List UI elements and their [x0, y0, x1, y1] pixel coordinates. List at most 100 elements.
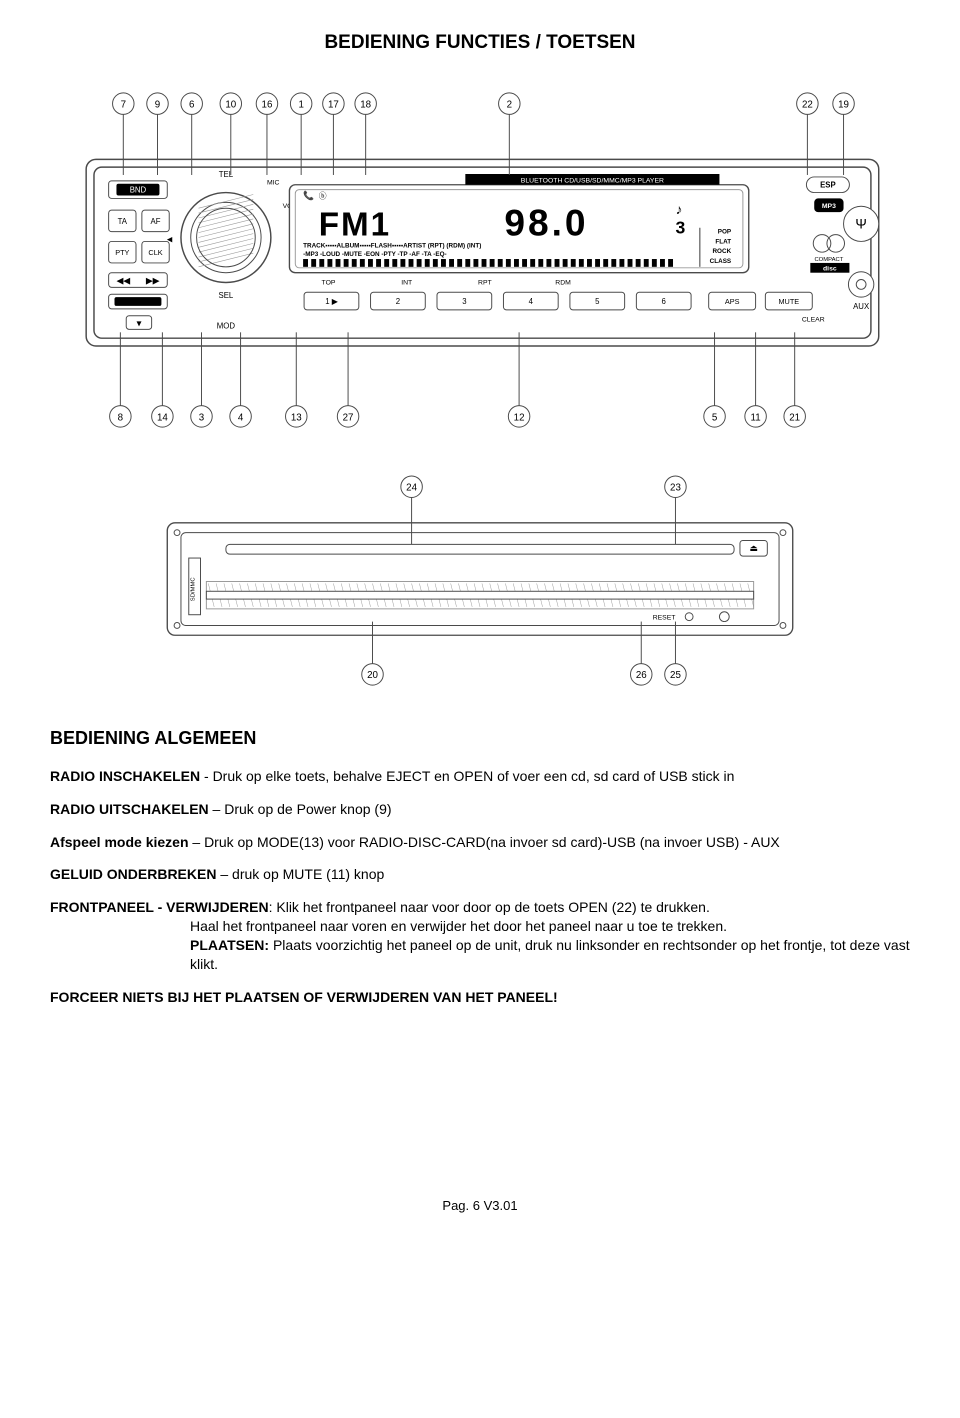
mute-line: GELUID ONDERBREKEN – druk op MUTE (11) k… — [50, 865, 910, 884]
diagram-rear: SD/MMC ⏏ RESET 24 23 20 26 25 — [50, 469, 910, 694]
svg-text:⏏: ⏏ — [749, 543, 757, 553]
svg-text:BLUETOOTH CD/USB/SD/MMC/MP3 P: BLUETOOTH CD/USB/SD/MMC/MP3 PLAYER — [521, 177, 664, 184]
svg-text:◀◀: ◀◀ — [117, 275, 131, 285]
svg-text:3: 3 — [462, 297, 466, 306]
svg-text:📞: 📞 — [303, 189, 314, 200]
svg-text:PTY: PTY — [115, 248, 129, 257]
svg-text:16: 16 — [262, 99, 273, 110]
radio-on-line: RADIO INSCHAKELEN - Druk op elke toets, … — [50, 767, 910, 786]
svg-text:RDM: RDM — [555, 279, 571, 286]
mode-label: Afspeel mode kiezen — [50, 834, 189, 850]
svg-text:3: 3 — [675, 217, 685, 237]
mode-text: – Druk op MODE(13) voor RADIO-DISC-CARD(… — [189, 834, 780, 850]
svg-text:4: 4 — [529, 297, 534, 306]
svg-text:SD/MMC: SD/MMC — [191, 576, 197, 601]
svg-text:▾: ▾ — [136, 318, 141, 329]
svg-text:11: 11 — [751, 412, 761, 423]
mode-line: Afspeel mode kiezen – Druk op MODE(13) v… — [50, 833, 910, 852]
svg-text:1: 1 — [298, 99, 303, 110]
svg-text:◀: ◀ — [167, 236, 173, 243]
fp-remove-text: : Klik het frontpaneel naar voor door op… — [269, 899, 710, 915]
svg-text:10: 10 — [225, 99, 236, 110]
diagram-front: BNDTAAFPTYCLK◀◀▶▶▾TELMIC◀SELVOLMODBLUETO… — [50, 84, 910, 436]
radio-on-label: RADIO INSCHAKELEN — [50, 768, 200, 784]
svg-text:TRACK▪▪▪▪▪ALBUM▪▪▪▪▪FLASH▪▪▪▪▪: TRACK▪▪▪▪▪ALBUM▪▪▪▪▪FLASH▪▪▪▪▪ARTIST (RP… — [303, 242, 481, 249]
svg-text:21: 21 — [789, 412, 800, 423]
svg-text:6: 6 — [662, 297, 666, 306]
svg-text:8: 8 — [118, 412, 123, 423]
fp-plaatsen-text: Plaats voorzichtig het paneel op de unit… — [190, 937, 910, 972]
svg-text:7: 7 — [121, 99, 126, 110]
svg-text:27: 27 — [343, 412, 354, 423]
rear-panel-diagram: SD/MMC ⏏ RESET 24 23 20 26 25 — [50, 469, 910, 699]
svg-text:24: 24 — [406, 482, 417, 493]
svg-text:AF: AF — [151, 216, 161, 225]
svg-text:12: 12 — [514, 412, 525, 423]
svg-text:disc: disc — [823, 265, 837, 272]
radio-on-text: - Druk op elke toets, behalve EJECT en O… — [200, 768, 734, 784]
svg-text:23: 23 — [670, 482, 681, 493]
page-title: BEDIENING FUNCTIES / TOETSEN — [50, 30, 910, 56]
svg-text:Ψ: Ψ — [855, 216, 866, 231]
svg-text:22: 22 — [802, 99, 813, 110]
svg-text:13: 13 — [291, 412, 302, 423]
fp-plaatsen-label: PLAATSEN: — [190, 937, 269, 953]
fp-plaatsen: PLAATSEN: Plaats voorzichtig het paneel … — [50, 936, 910, 974]
svg-text:MP3: MP3 — [822, 203, 836, 210]
svg-text:CLK: CLK — [148, 248, 162, 257]
svg-text:4: 4 — [238, 412, 244, 423]
svg-text:18: 18 — [360, 99, 371, 110]
svg-text:3: 3 — [199, 412, 204, 423]
svg-text:RPT: RPT — [478, 279, 492, 286]
forceer-warning: FORCEER NIETS BIJ HET PLAATSEN OF VERWIJ… — [50, 988, 910, 1007]
forceer-text: FORCEER NIETS BIJ HET PLAATSEN OF VERWIJ… — [50, 989, 558, 1005]
radio-off-text: – Druk op de Power knop (9) — [209, 801, 392, 817]
svg-text:MIC: MIC — [267, 179, 280, 186]
svg-text:MOD: MOD — [217, 321, 236, 330]
svg-text:MUTE: MUTE — [778, 297, 799, 306]
svg-text:5: 5 — [712, 412, 718, 423]
svg-text:APS: APS — [725, 297, 740, 306]
fp-line2: Haal het frontpaneel naar voren en verwi… — [50, 917, 910, 936]
svg-text:CLASS: CLASS — [710, 258, 732, 265]
svg-text:2: 2 — [507, 99, 512, 110]
front-panel-diagram: BNDTAAFPTYCLK◀◀▶▶▾TELMIC◀SELVOLMODBLUETO… — [50, 84, 910, 441]
frontpanel-group: FRONTPANEEL - VERWIJDEREN: Klik het fron… — [50, 898, 910, 974]
svg-text:9: 9 — [155, 99, 160, 110]
svg-text:TA: TA — [118, 216, 128, 225]
svg-text:20: 20 — [367, 670, 378, 681]
svg-text:26: 26 — [636, 670, 647, 681]
svg-text:ESP: ESP — [820, 180, 836, 189]
svg-text:-MP3 -LOUD -MUTE -EON -PTY -TP: -MP3 -LOUD -MUTE -EON -PTY -TP -AF -TA -… — [303, 251, 447, 258]
section-heading: BEDIENING ALGEMEEN — [50, 726, 910, 750]
svg-text:1 ▶: 1 ▶ — [325, 297, 339, 306]
svg-text:SEL: SEL — [219, 291, 234, 300]
svg-text:▶▶: ▶▶ — [146, 275, 160, 285]
svg-text:TEL: TEL — [219, 170, 234, 179]
svg-text:TOP: TOP — [322, 279, 336, 286]
svg-text:25: 25 — [670, 670, 681, 681]
radio-off-label: RADIO UITSCHAKELEN — [50, 801, 209, 817]
svg-text:5: 5 — [595, 297, 600, 306]
svg-text:POP: POP — [718, 228, 732, 235]
svg-text:98.0: 98.0 — [504, 201, 588, 243]
page-footer: Pag. 6 V3.01 — [50, 1197, 910, 1215]
svg-text:CLEAR: CLEAR — [802, 316, 825, 323]
fp-line1: FRONTPANEEL - VERWIJDEREN: Klik het fron… — [50, 898, 910, 917]
mute-text: – druk op MUTE (11) knop — [216, 866, 384, 882]
svg-text:INT: INT — [401, 279, 413, 286]
svg-text:♪: ♪ — [675, 202, 682, 217]
svg-text:COMPACT: COMPACT — [814, 257, 843, 263]
svg-text:19: 19 — [838, 99, 849, 110]
svg-text:6: 6 — [189, 99, 194, 110]
svg-text:RESET: RESET — [653, 614, 677, 621]
svg-text:AUX: AUX — [853, 302, 870, 311]
svg-text:FLAT: FLAT — [715, 238, 731, 245]
svg-text:17: 17 — [328, 99, 339, 110]
svg-text:ⓑ: ⓑ — [319, 191, 327, 200]
svg-text:14: 14 — [157, 412, 168, 423]
svg-text:ROCK: ROCK — [712, 248, 731, 255]
radio-off-line: RADIO UITSCHAKELEN – Druk op de Power kn… — [50, 800, 910, 819]
svg-text:BND: BND — [130, 185, 147, 194]
mute-label: GELUID ONDERBREKEN — [50, 866, 216, 882]
